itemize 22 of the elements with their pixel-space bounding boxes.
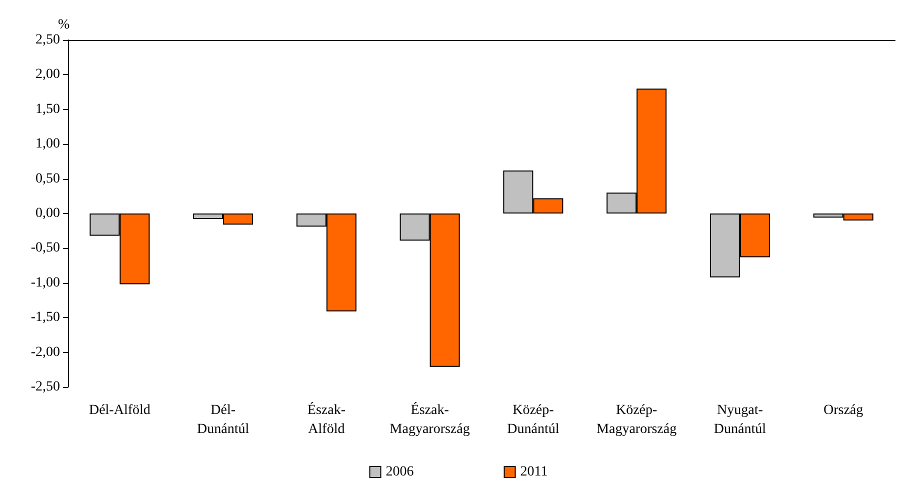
- y-tick-label: 0,00: [36, 206, 60, 221]
- y-tick-label: -2,50: [30, 380, 60, 394]
- x-tick-label: Dél- Dunántúl: [197, 403, 250, 437]
- y-tick-label: -1,00: [30, 275, 60, 290]
- x-tick-label: Közép- Magyarország: [596, 403, 677, 437]
- x-tick-label: Dél-Alföld: [88, 403, 150, 418]
- legend-label: 2006: [386, 464, 414, 480]
- y-tick-label: -2,00: [30, 344, 60, 360]
- y-tick-label: -1,50: [30, 310, 60, 326]
- y-tick-label: -0,50: [30, 240, 60, 256]
- y-tick-label: 1,50: [36, 102, 60, 117]
- x-tick-label: Észak- Magyarország: [390, 401, 470, 437]
- x-tick-label: Észak- Alföld: [307, 401, 346, 437]
- y-tick-label: 1,00: [36, 136, 60, 152]
- x-tick-label: Nyugat- Dunántúl: [714, 403, 766, 437]
- y-tick-label: 0,50: [36, 171, 60, 186]
- legend-label: 2011: [520, 464, 548, 480]
- y-axis-title: %: [58, 18, 70, 32]
- y-tick-label: 2,00: [36, 67, 60, 82]
- y-tick-label: 2,50: [36, 32, 60, 48]
- x-tick-label: Közép- Dunántúl: [507, 403, 560, 437]
- x-tick-label: Ország: [823, 403, 864, 418]
